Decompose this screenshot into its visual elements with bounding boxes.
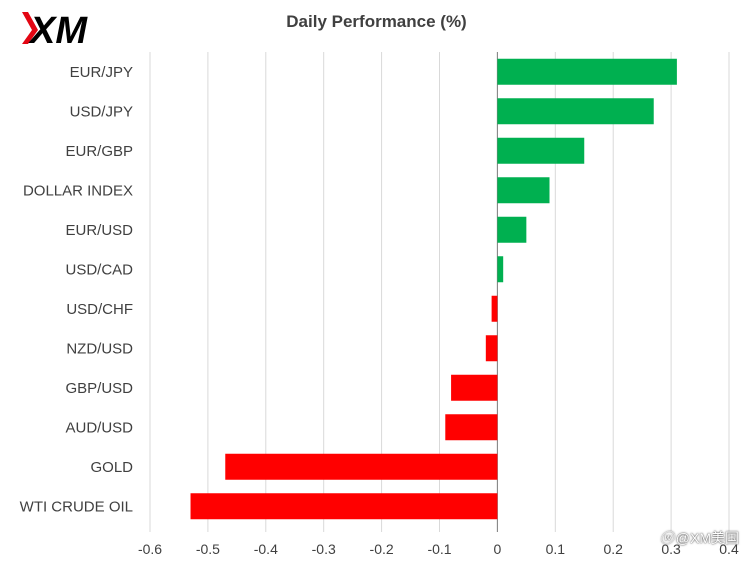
svg-text:XM: XM: [28, 10, 88, 48]
bar: [190, 493, 498, 520]
bar: [497, 177, 550, 204]
category-label: GOLD: [90, 459, 133, 476]
bar: [497, 256, 504, 283]
category-label: USD/JPY: [70, 103, 133, 120]
x-tick-label: 0.2: [603, 541, 623, 557]
category-label: NZD/USD: [66, 340, 133, 357]
bar: [497, 98, 654, 125]
category-label: DOLLAR INDEX: [23, 182, 133, 199]
x-tick-label: -0.2: [370, 541, 394, 557]
xm-logo-icon: XM: [22, 10, 88, 48]
x-tick-label: -0.5: [196, 541, 220, 557]
x-tick-label: 0.4: [719, 541, 739, 557]
watermark: ⓦ @XM美国: [660, 528, 739, 548]
x-tick-label: -0.1: [427, 541, 451, 557]
bar: [445, 414, 498, 441]
category-label: EUR/GBP: [65, 143, 133, 160]
x-tick-label: 0.3: [661, 541, 681, 557]
bar: [497, 137, 585, 164]
category-label: EUR/JPY: [70, 64, 133, 81]
watermark-text: @XM美国: [675, 530, 739, 546]
x-tick-label: 0.1: [546, 541, 566, 557]
bar: [485, 335, 498, 362]
weibo-icon: ⓦ: [659, 530, 674, 546]
bar: [497, 58, 677, 85]
category-label: AUD/USD: [65, 419, 133, 436]
bar: [497, 216, 527, 243]
x-tick-label: -0.4: [254, 541, 278, 557]
x-tick-label: -0.3: [312, 541, 336, 557]
category-label: EUR/USD: [65, 222, 133, 239]
x-tick-label: 0: [494, 541, 502, 557]
bar: [451, 374, 498, 401]
category-label: USD/CHF: [66, 301, 133, 318]
category-label: USD/CAD: [65, 261, 133, 278]
x-tick-label: -0.6: [138, 541, 162, 557]
category-label: GBP/USD: [65, 380, 133, 397]
bar: [225, 453, 498, 480]
category-label: WTI CRUDE OIL: [20, 498, 133, 515]
bar: [491, 295, 498, 322]
chart-title: Daily Performance (%): [286, 12, 467, 31]
